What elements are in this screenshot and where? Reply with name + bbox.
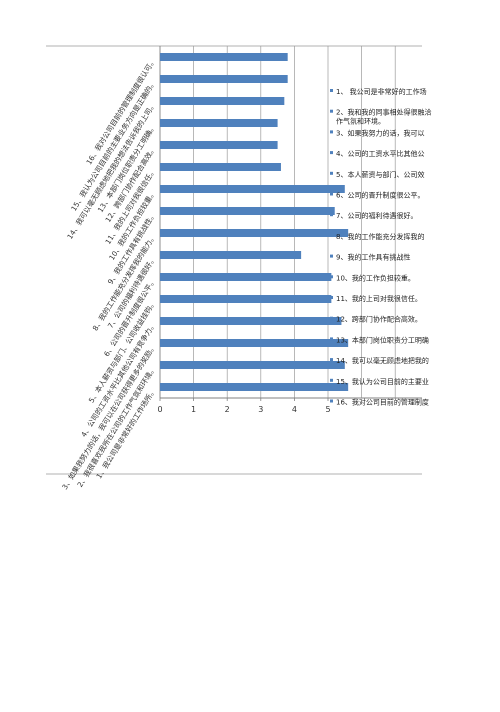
x-tick-label-4: 4 <box>292 405 297 414</box>
legend-label-6: 6、公司的晋升制度很公平。 <box>336 191 424 200</box>
legend-swatch-2 <box>330 109 333 113</box>
legend-swatch-8 <box>330 233 333 237</box>
x-tick-label-1: 1 <box>191 405 196 414</box>
x-tick-label-5: 5 <box>325 405 330 414</box>
legend-label-2: 2、我和我的同事相处得很融洽 <box>336 108 431 117</box>
legend-swatch-6 <box>330 192 333 196</box>
bar-6 <box>160 273 332 281</box>
legend-swatch-9 <box>330 254 333 258</box>
legend-swatch-10 <box>330 275 333 279</box>
bar-16 <box>160 53 288 61</box>
x-tick-label-0: 0 <box>157 405 162 414</box>
legend-swatch-3 <box>330 130 333 134</box>
legend-swatch-5 <box>330 171 333 175</box>
legend-swatch-11 <box>330 296 333 299</box>
legend-label-12: 12、跨部门协作配合高效。 <box>336 315 422 324</box>
bar-13 <box>160 119 278 127</box>
bar-1 <box>160 383 349 391</box>
bar-2 <box>160 361 345 369</box>
legend-swatch-7 <box>330 213 333 217</box>
legend-label-1: 1、 我公司是非常好的工作场 <box>336 87 427 96</box>
legend-label-9: 9、我的工作具有挑战性 <box>336 253 410 262</box>
bar-11 <box>160 163 281 171</box>
legend-swatch-1 <box>330 89 333 92</box>
bar-9 <box>160 207 335 215</box>
bar-12 <box>160 141 278 149</box>
legend-label-2-line2: 作气氛和环境。 <box>336 117 385 126</box>
legend-swatch-15 <box>330 378 333 382</box>
legend-label-13: 13、本部门岗位职责分工明确 <box>336 335 429 344</box>
bar-10 <box>160 185 345 193</box>
legend-label-4: 4、公司的工资水平比其他公 <box>336 149 424 158</box>
bar-7 <box>160 251 302 259</box>
bar-15 <box>160 75 288 83</box>
x-tick-label-2: 2 <box>225 405 230 414</box>
bar-8 <box>160 229 349 237</box>
legend-label-11: 11、我的上司对我很信任。 <box>336 294 422 303</box>
legend-label-5: 5、本人薪资与部门、公司效 <box>336 170 424 179</box>
bar-4 <box>160 317 342 325</box>
bar-5 <box>160 295 332 303</box>
legend-label-15: 15、我认为公司目前的主要业 <box>336 377 429 386</box>
legend-label-10: 10、我的工作负担较重。 <box>336 273 415 282</box>
legend-label-16: 16、我对公司目前的管理制度 <box>336 398 429 407</box>
legend-swatch-14 <box>330 358 333 362</box>
x-tick-label-3: 3 <box>258 405 263 414</box>
legend-label-7: 7、公司的福利待遇很好。 <box>336 211 417 220</box>
legend-swatch-16 <box>330 399 333 403</box>
bar-14 <box>160 97 285 105</box>
legend-label-14: 14、我可以毫无顾虑地把我的 <box>336 356 429 365</box>
legend-swatch-12 <box>330 316 333 320</box>
legend-swatch-4 <box>330 151 333 155</box>
legend-label-3: 3、如果我努力的话，我可以 <box>336 128 424 137</box>
bar-3 <box>160 339 349 347</box>
legend-label-8: 8、我的工作能充分发挥我的 <box>336 232 424 241</box>
legend-swatch-13 <box>330 337 333 341</box>
